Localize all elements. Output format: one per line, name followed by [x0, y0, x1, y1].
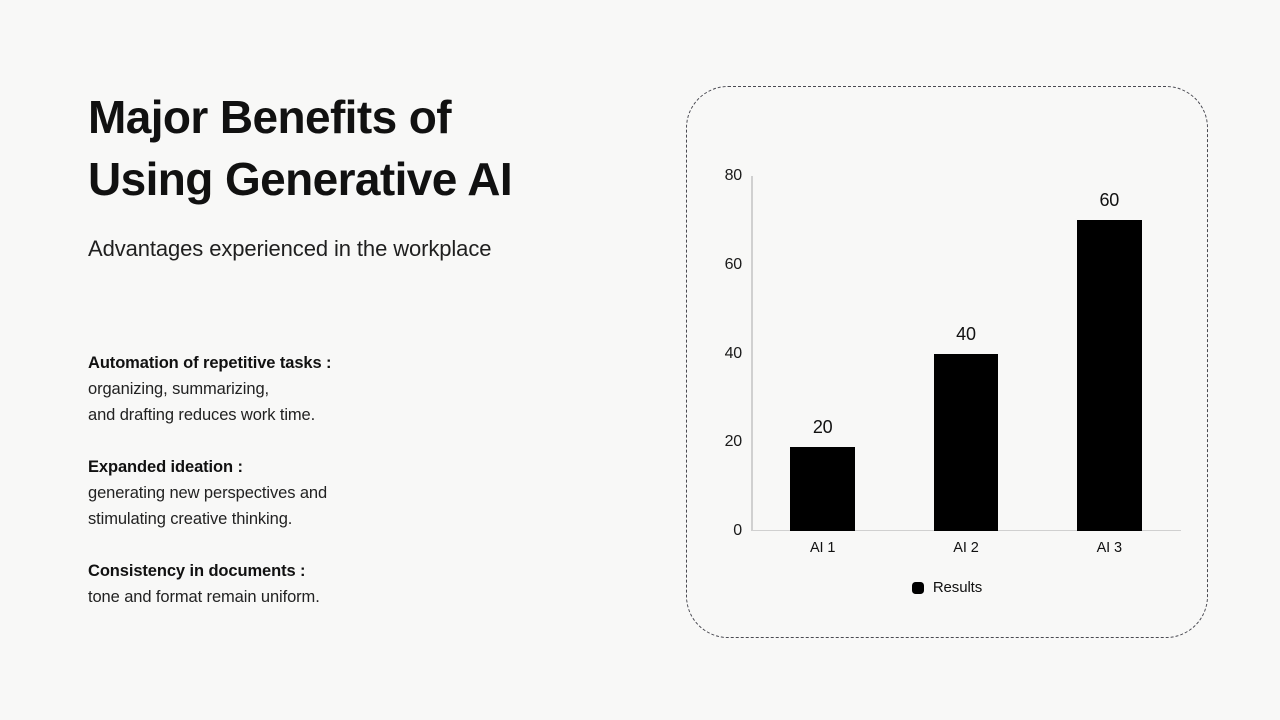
- chart-legend: Results: [687, 579, 1207, 596]
- bar-group[interactable]: 60 AI 3: [1076, 176, 1142, 556]
- bar-value-label: 40: [956, 323, 976, 344]
- y-axis-tick-label: 0: [733, 522, 742, 539]
- bar-value-label: 20: [812, 416, 833, 437]
- x-axis-tick-label: AI 2: [953, 540, 979, 556]
- legend-label: Results: [932, 579, 983, 596]
- benefit-body: tone and format remain uniform.: [88, 588, 320, 606]
- list-item: Automation of repetitive tasks : organiz…: [88, 350, 608, 428]
- benefit-body: generating new perspectives and stimulat…: [88, 484, 328, 528]
- x-axis-tick-label: AI 1: [809, 540, 836, 556]
- bar-rect[interactable]: [1076, 220, 1142, 531]
- page-subtitle: Advantages experienced in the workplace: [88, 236, 492, 261]
- benefit-heading: Consistency in documents :: [88, 562, 306, 580]
- y-axis-tick-label: 20: [724, 433, 743, 451]
- bar-group[interactable]: 40 AI 2: [933, 176, 999, 556]
- benefit-body: organizing, summarizing, and drafting re…: [88, 380, 316, 424]
- page-title: Major Benefits of Using Generative AI: [88, 91, 513, 205]
- bar-rect[interactable]: [933, 353, 999, 531]
- list-item: Expanded ideation : generating new persp…: [88, 454, 608, 532]
- benefit-heading: Expanded ideation :: [88, 458, 243, 476]
- y-axis-line: [751, 176, 753, 531]
- list-item: Consistency in documents : tone and form…: [88, 558, 608, 610]
- bars-layer: 20 AI 1 40 AI 2 60 AI 3: [751, 176, 1181, 556]
- x-axis-tick-label: AI 3: [1096, 540, 1123, 556]
- bar-rect[interactable]: [790, 446, 856, 531]
- bar-value-label: 60: [1099, 190, 1120, 211]
- bar-group[interactable]: 20 AI 1: [790, 176, 856, 556]
- y-axis-tick-label: 80: [724, 167, 743, 184]
- legend-swatch-icon: [911, 581, 924, 594]
- y-axis-tick-label: 40: [724, 344, 743, 362]
- y-axis-tick-label: 60: [724, 255, 743, 273]
- slide-text-column: Major Benefits of Using Generative AI Ad…: [88, 86, 648, 606]
- benefit-heading: Automation of repetitive tasks :: [88, 354, 332, 372]
- bar-chart-plot: 0 20 40 60 80 20 AI 1 40 AI 2 60 AI 3: [725, 167, 1181, 556]
- chart-card: 0 20 40 60 80 20 AI 1 40 AI 2 60 AI 3 Results: [686, 86, 1208, 638]
- benefits-list: Automation of repetitive tasks : organiz…: [88, 350, 608, 610]
